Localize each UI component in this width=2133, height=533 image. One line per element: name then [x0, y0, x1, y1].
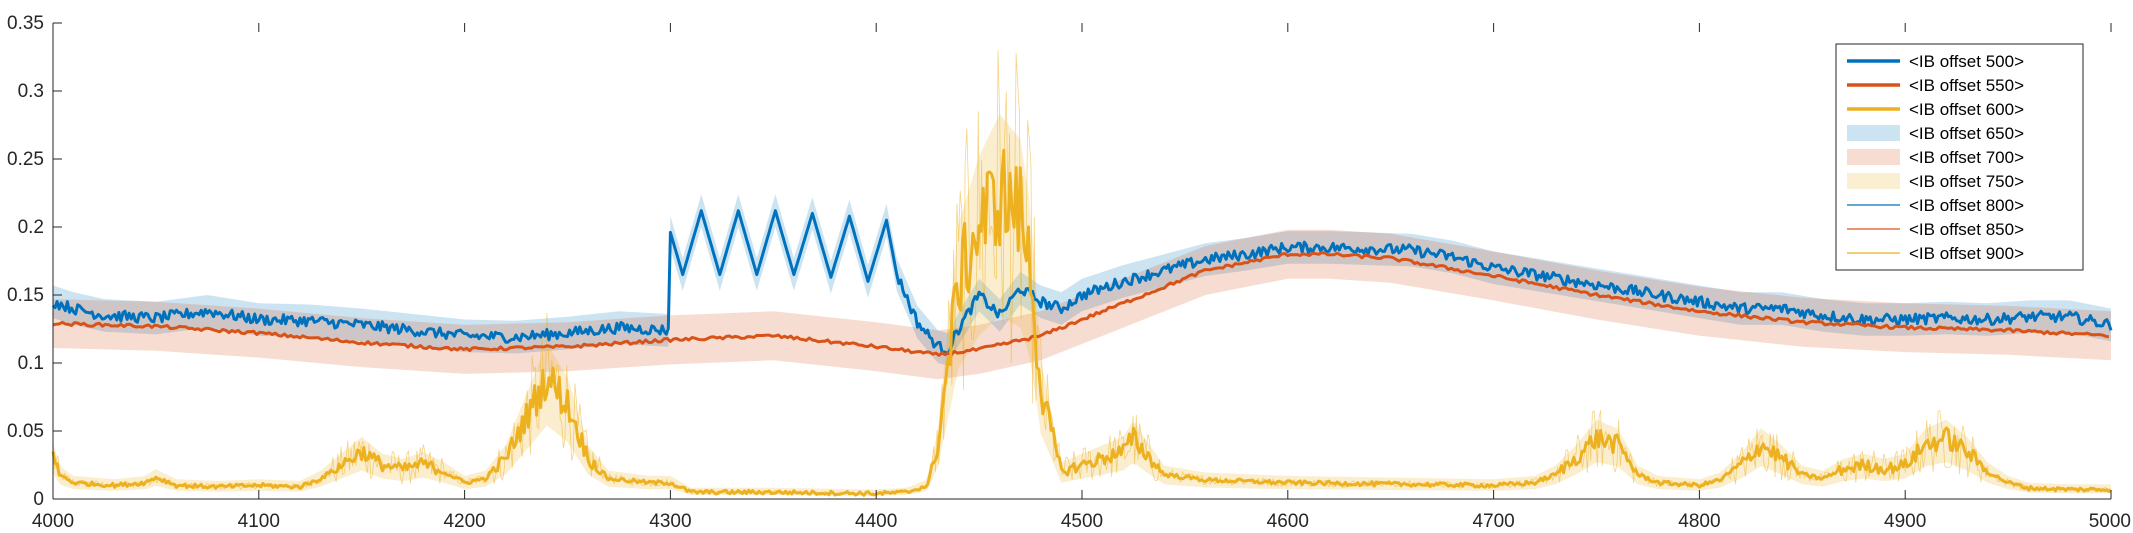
y-tick-label: 0.05	[7, 421, 44, 442]
legend: <IB offset 500> <IB offset 550> <IB offset…	[1835, 43, 2084, 271]
series-line-2	[52, 251, 2110, 357]
x-tick-label: 5000	[2089, 511, 2131, 532]
legend-entry-label: <IB offset 800>	[1909, 196, 2024, 215]
x-tick-label: 4900	[1884, 511, 1926, 532]
y-tick-label: 0.2	[18, 217, 44, 238]
axes: 4000 4100 4200 4300 4400 4500 4600 4700 4800 4900…	[7, 13, 2131, 532]
x-tick-label: 4100	[238, 511, 280, 532]
x-tick-label: 4800	[1678, 511, 1720, 532]
legend-swatch	[1847, 173, 1900, 189]
y-tick-label: 0.35	[7, 13, 44, 34]
legend-entry-label: <IB offset 850>	[1909, 220, 2024, 239]
legend-entry-label: <IB offset 600>	[1909, 100, 2024, 119]
band-series-1	[53, 194, 2111, 366]
series-lines	[51, 148, 2113, 497]
x-tick-label: 4600	[1267, 511, 1309, 532]
y-tick-label: 0.3	[18, 81, 44, 102]
x-tick-label: 4400	[855, 511, 897, 532]
x-tick-label: 4200	[443, 511, 485, 532]
x-tick-label: 4300	[649, 511, 691, 532]
x-tick-label: 4700	[1472, 511, 1514, 532]
band-series-2	[53, 229, 2111, 380]
legend-entry-label: <IB offset 500>	[1909, 52, 2024, 71]
x-tick-label: 4500	[1061, 511, 1103, 532]
y-tick-label: 0.25	[7, 149, 44, 170]
y-tick-label: 0	[33, 489, 44, 510]
legend-entry-label: <IB offset 900>	[1909, 244, 2024, 263]
legend-entry-label: <IB offset 750>	[1909, 172, 2024, 191]
legend-box	[1835, 43, 2084, 271]
legend-entry-label: <IB offset 550>	[1909, 76, 2024, 95]
y-tick-label: 0.1	[18, 353, 44, 374]
legend-entry-label: <IB offset 700>	[1909, 148, 2024, 167]
legend-swatch	[1847, 125, 1900, 141]
series-line-1	[51, 209, 2113, 355]
legend-swatch	[1847, 149, 1900, 165]
x-tick-label: 4000	[32, 511, 74, 532]
y-tick-label: 0.15	[7, 285, 44, 306]
plot-area	[53, 23, 2111, 499]
series-line-3	[51, 148, 2112, 497]
legend-entry-label: <IB offset 650>	[1909, 124, 2024, 143]
